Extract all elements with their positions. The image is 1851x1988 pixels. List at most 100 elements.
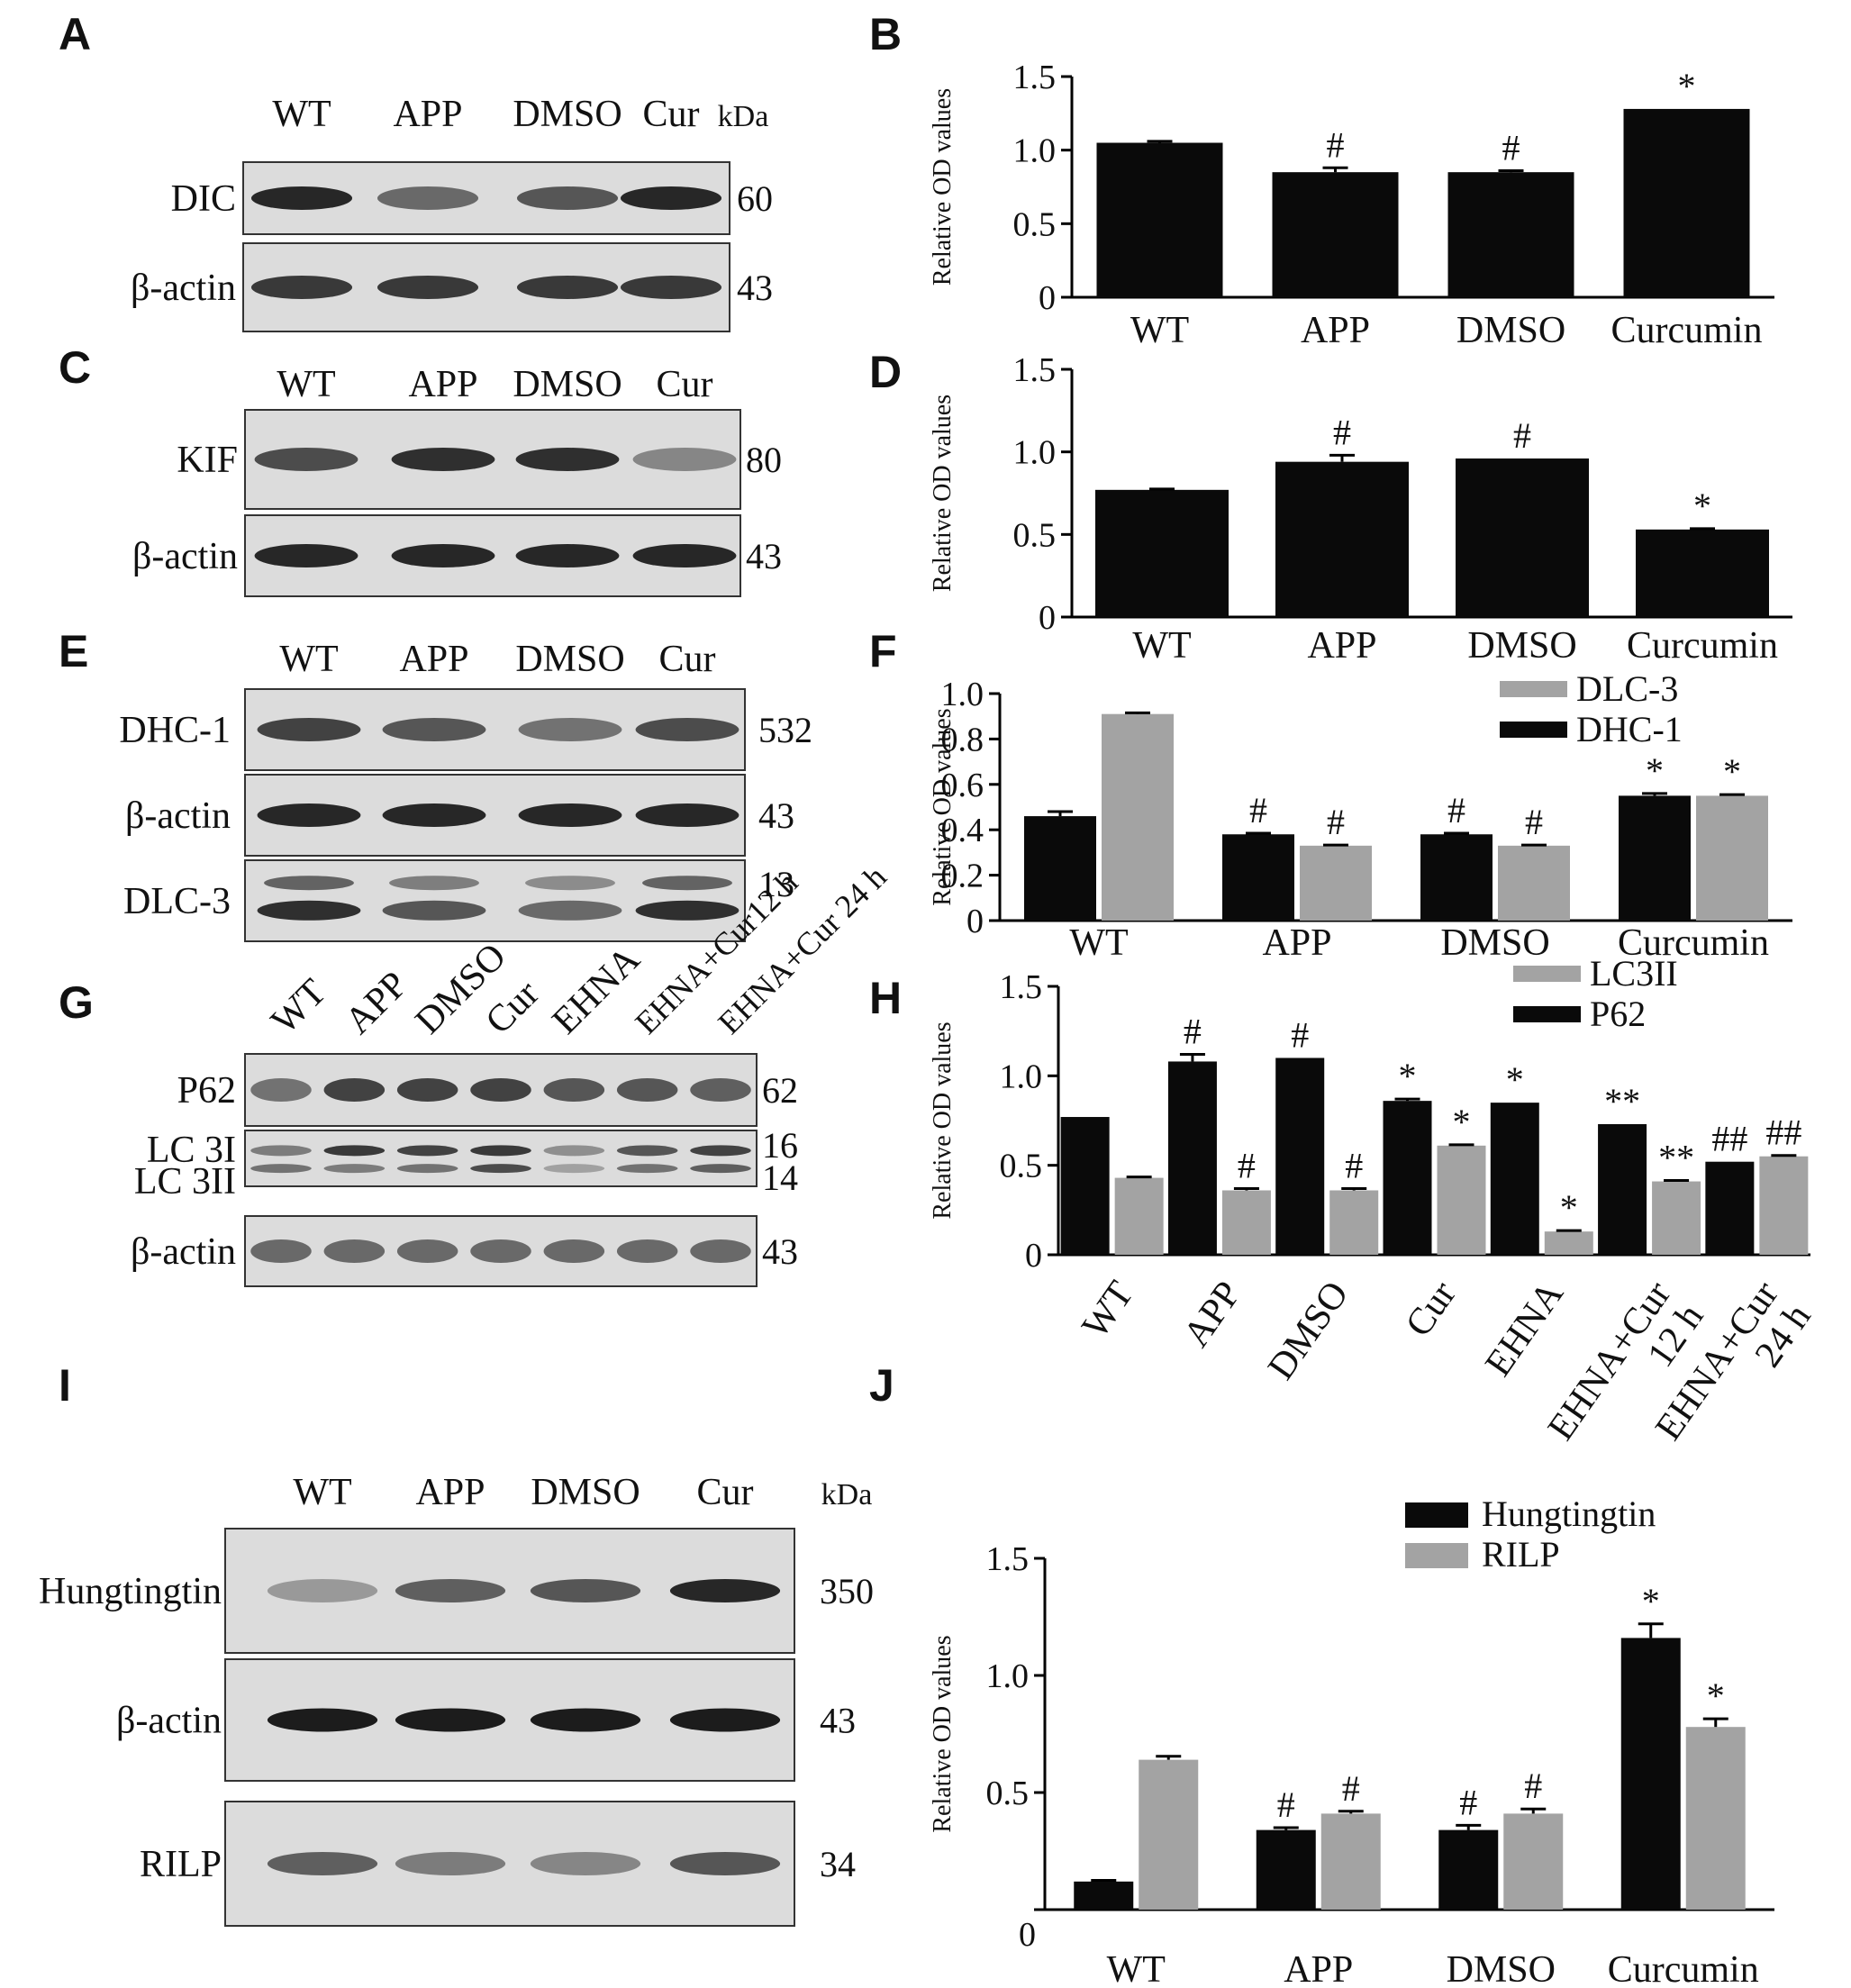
bar-p62-dmso	[1275, 1058, 1325, 1255]
kda-lc-3ii: 14	[762, 1157, 798, 1198]
category-label-app: APP	[1262, 922, 1331, 964]
significance-marker: #	[1184, 1011, 1202, 1051]
panel-label-h: H	[869, 973, 902, 1023]
bar-value-dmso	[1447, 172, 1574, 297]
y-tick-label: 1.0	[1013, 132, 1057, 170]
band-lc-3ii-2	[323, 1164, 386, 1174]
bar-p62-ehna	[1490, 1103, 1539, 1255]
legend-label-p62: P62	[1590, 994, 1646, 1034]
kda-actin: 43	[746, 536, 782, 576]
category-label-curcumin: Curcumin	[1608, 1949, 1759, 1988]
legend-label-hungtingtin: Hungtingtin	[1482, 1493, 1656, 1534]
significance-marker: #	[1342, 1768, 1360, 1809]
category-label-dmso: DMSO	[1456, 310, 1565, 351]
band-dlc-3-4	[635, 900, 739, 921]
significance-marker: #	[1249, 790, 1267, 831]
row-label-lc-3i: LC 3I	[147, 1130, 236, 1171]
category-label-line: DMSO	[1260, 1274, 1356, 1387]
band-actin-3	[396, 1239, 458, 1263]
bar-dlc-3-dmso	[1498, 845, 1570, 921]
category-label-wt: WT	[1130, 310, 1189, 351]
row-label-p62: P62	[177, 1070, 236, 1112]
row-label-actin: β-actin	[131, 1231, 236, 1273]
band-hungtingtin-4	[669, 1579, 781, 1602]
band-dhc-1-3	[518, 718, 622, 741]
category-label-dmso: DMSO	[1440, 922, 1549, 964]
bar-rilp-curcumin	[1685, 1727, 1746, 1910]
y-tick-label: 1.0	[1000, 1058, 1043, 1095]
y-tick-label: 1.5	[1000, 968, 1043, 1006]
bar-lc3ii-cur	[1437, 1145, 1486, 1255]
category-label-wt: WT	[1107, 1949, 1166, 1988]
legend-label-dlc-3: DLC-3	[1576, 668, 1678, 709]
bar-p62-cur	[1383, 1101, 1432, 1255]
band-lc-3i-7	[690, 1145, 751, 1157]
y-tick-label: 0	[1039, 279, 1056, 317]
band-kif-2	[391, 448, 495, 471]
band-lc-3ii-7	[690, 1164, 751, 1174]
band-dhc-1-2	[382, 718, 486, 741]
band-actin-2	[382, 803, 486, 827]
kda-dic: 60	[737, 178, 773, 219]
y-tick-label: 0.5	[1013, 516, 1057, 554]
band-dlc-3-2	[382, 900, 486, 921]
band-lc-3i-2	[323, 1145, 386, 1157]
band-dic-1	[250, 186, 353, 210]
y-tick-label: 1.5	[1013, 59, 1057, 96]
significance-marker: #	[1502, 128, 1520, 168]
lane-label-app: APP	[338, 964, 416, 1042]
row-label-actin: β-actin	[116, 1701, 222, 1742]
chart-panel-b: B 0 0.5 1.0 1.5 Relative OD values WT # APP # DMSO…	[869, 9, 1774, 351]
bar-p62-ehna-cur-12-h	[1598, 1123, 1647, 1255]
band-actin-4	[620, 276, 722, 299]
band-lc-3ii-4	[470, 1164, 531, 1174]
bar-lc3ii-app	[1221, 1190, 1271, 1255]
bar-value-wt	[1095, 489, 1229, 617]
y-tick-label: 0	[1039, 599, 1056, 637]
legend-swatch-dhc-1	[1500, 722, 1567, 738]
lane-label-app: APP	[393, 94, 462, 135]
bar-rilp-app	[1320, 1813, 1381, 1910]
bar-lc3ii-ehna-cur-12-h	[1652, 1181, 1701, 1255]
y-tick-label: 0.4	[941, 812, 984, 849]
band-actin-4	[669, 1708, 781, 1732]
band-actin-1	[257, 803, 361, 827]
y-tick-label: 1.0	[941, 676, 984, 713]
lane-label-dmso: DMSO	[515, 639, 624, 680]
y-tick-label: 1.0	[986, 1657, 1030, 1695]
lane-label-wt: WT	[279, 639, 338, 680]
row-label-hungtingtin: Hungtingtin	[39, 1571, 222, 1612]
row-label-actin: β-actin	[125, 795, 231, 837]
bar-hungtingtin-curcumin	[1620, 1638, 1681, 1910]
kda-actin: 43	[758, 795, 794, 836]
band-upper-2	[389, 876, 479, 891]
band-p62-3	[396, 1078, 458, 1102]
bar-p62-wt	[1060, 1117, 1110, 1255]
y-axis-label: Relative OD values	[929, 708, 957, 905]
category-label-curcumin: Curcumin	[1618, 922, 1769, 964]
band-actin-3	[515, 544, 620, 567]
significance-marker: *	[1693, 486, 1711, 526]
row-label-dhc-1: DHC-1	[119, 710, 231, 751]
y-tick-label: 1.5	[1013, 351, 1057, 389]
band-p62-7	[690, 1078, 751, 1102]
blot-membrane	[244, 1130, 758, 1187]
band-p62-6	[616, 1078, 678, 1102]
bar-dhc-1-curcumin	[1619, 795, 1691, 921]
band-dlc-3-3	[518, 900, 622, 921]
bar-dlc-3-app	[1300, 845, 1372, 921]
kda-header: kDa	[821, 1478, 873, 1511]
bar-hungtingtin-wt	[1074, 1881, 1134, 1910]
band-actin-2	[395, 1708, 506, 1732]
band-upper-1	[264, 876, 354, 891]
band-hungtingtin-3	[530, 1579, 641, 1602]
significance-marker: #	[1525, 802, 1543, 842]
band-actin-2	[391, 544, 495, 567]
band-kif-4	[632, 448, 737, 471]
significance-marker: *	[1723, 751, 1741, 792]
panel-label-d: D	[869, 347, 902, 397]
